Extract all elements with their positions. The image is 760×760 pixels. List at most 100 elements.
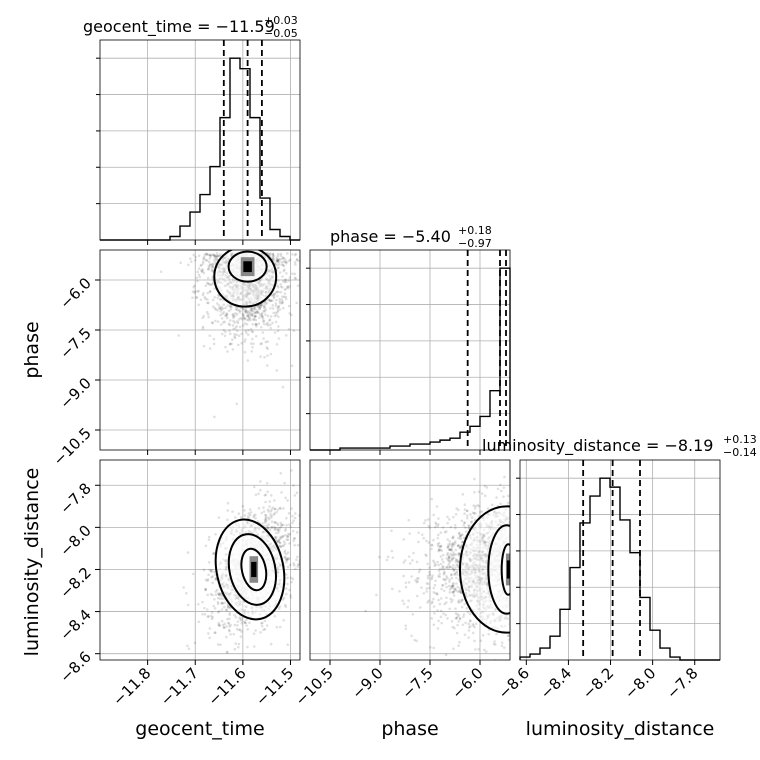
sample-point [203,612,207,616]
sample-point [450,558,454,562]
sample-point [284,605,288,608]
sample-point [277,538,281,542]
sample-point [437,574,440,578]
sample-point [201,316,204,320]
sample-point [278,297,281,301]
sample-point [457,614,461,617]
density-peak [251,561,257,578]
sample-point [426,574,430,578]
sample-point [243,322,247,325]
sample-point [275,510,279,514]
sample-point [199,264,203,267]
sample-point [286,538,290,542]
sample-point [449,548,452,551]
sample-point [292,329,296,333]
sample-point [465,516,469,520]
sample-point [207,264,211,268]
sample-point [236,645,240,649]
sample-point [237,308,241,312]
sample-point [468,612,472,616]
sample-point [179,261,182,265]
sample-point [244,309,248,313]
sample-point [453,526,457,530]
sample-point [275,526,278,530]
sample-point [202,291,205,295]
sample-point [284,297,288,301]
sample-point [447,557,451,560]
sample-point [263,494,267,497]
sample-point [229,623,232,627]
sample-point [452,543,456,547]
sample-point [450,557,454,560]
sample-point [273,292,276,296]
sample-point [218,253,222,256]
sample-point [408,532,411,535]
sample-point [276,252,280,256]
sample-point [203,606,206,610]
sample-point [197,603,200,606]
sample-point [277,531,280,534]
sample-point [468,619,472,623]
sample-point [262,305,266,309]
sample-point [273,525,276,529]
sample-point [218,592,222,595]
sample-point [281,301,284,304]
sample-point [278,537,282,541]
sample-point [235,313,239,316]
sample-point [439,531,443,534]
sample-point [457,644,460,648]
sample-point [470,516,474,519]
sample-point [213,296,216,299]
sample-point [265,323,268,326]
sample-point [276,259,280,263]
sample-point [289,525,292,529]
sample-point [305,576,308,579]
sample-point [291,521,294,525]
sample-point [438,567,442,571]
sample-point [310,521,313,524]
sample-point [430,497,434,501]
sample-point [206,276,210,280]
sample-point [237,334,241,338]
sample-point [276,284,279,287]
density-peak [243,261,252,273]
sample-point [207,260,211,264]
sample-point [439,555,443,558]
sample-point [287,259,291,263]
sample-point [260,311,264,315]
sample-point [430,547,433,551]
sample-point [207,301,210,305]
sample-point [225,635,228,639]
sample-point [236,308,239,311]
sample-point [440,621,443,625]
sample-point [221,307,225,310]
sample-point [274,536,277,540]
sample-point [424,553,427,556]
sample-point [231,324,235,327]
sample-point [265,624,269,627]
sample-point [259,305,262,309]
title-luminosity-distance: luminosity_distance = −8.19 [482,436,713,456]
sample-point [206,579,209,582]
sample-point [245,618,248,622]
sample-point [270,525,274,529]
sample-point [496,487,500,491]
sample-point [271,299,274,302]
sample-point [469,625,472,628]
sample-point [210,253,213,257]
sample-point [474,648,477,651]
sample-point [244,338,247,341]
sample-point [455,563,458,567]
sample-point [211,581,214,585]
sample-point [453,553,456,556]
sample-point [269,315,273,318]
sample-point [500,644,504,648]
sample-point [463,521,467,525]
sample-point [246,333,250,336]
sample-point [267,523,270,526]
sample-point [451,584,455,588]
sample-point [448,556,451,559]
sample-point [449,573,453,577]
sample-point [473,477,476,481]
sample-point [268,500,272,503]
